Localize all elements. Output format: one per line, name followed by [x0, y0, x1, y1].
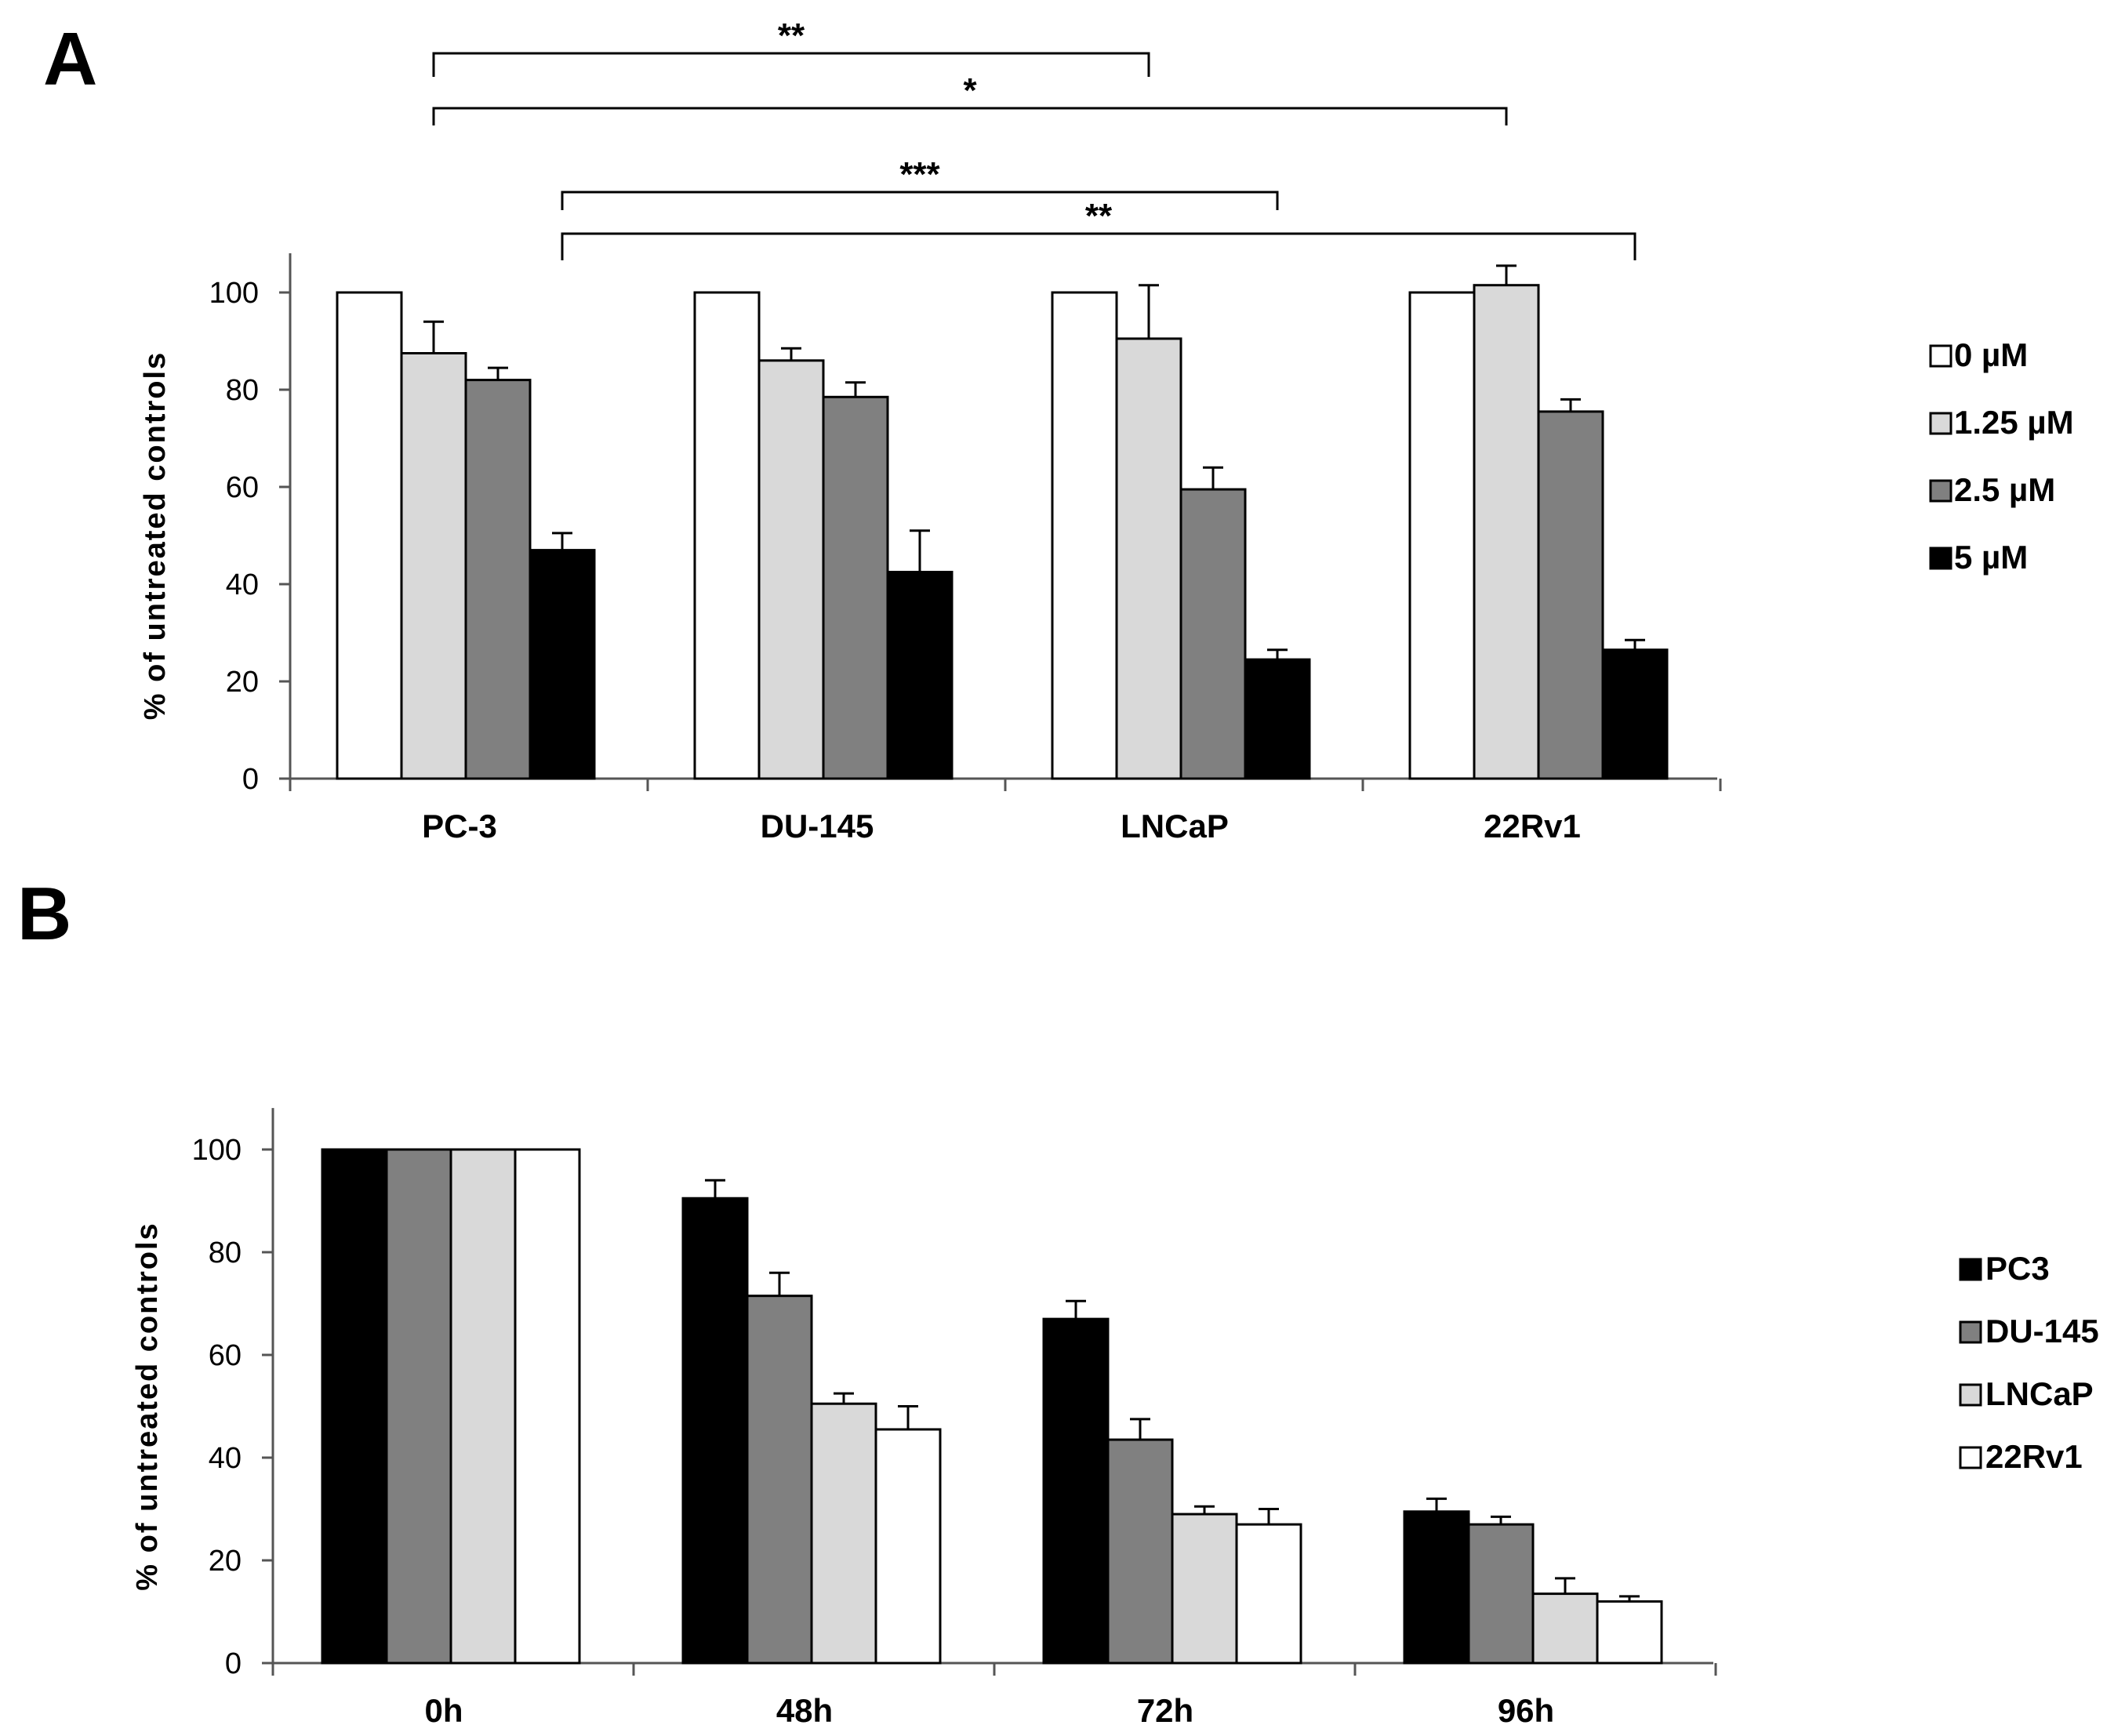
bar-22rv1-2-5-m — [1537, 410, 1604, 780]
legend-label-pc3: PC3 — [1985, 1250, 2050, 1287]
bar-96h-22rv1 — [1596, 1600, 1663, 1665]
legend-swatch-0-m — [1929, 344, 1952, 368]
panel-b-label: B — [17, 872, 71, 956]
bar-pc-3-2-5-m — [464, 379, 532, 780]
chart-a-error-bars — [423, 264, 1645, 660]
y-axis-title: % of untreated controls — [131, 1222, 164, 1590]
bar-0h-22rv1 — [514, 1148, 581, 1665]
category-label-du-145: DU-145 — [761, 808, 874, 844]
bar-pc-3-0-m — [336, 291, 403, 780]
legend-swatch-1-25-m — [1929, 412, 1952, 435]
bar-48h-22rv1 — [874, 1428, 942, 1665]
significance-label-1: ** — [778, 16, 805, 55]
y-tick-label: 80 — [209, 1237, 242, 1269]
chart-a-legend: 0 µM 1.25 µM 2.5 µM 5 µM — [1929, 336, 2074, 576]
y-tick-label: 20 — [209, 1545, 242, 1578]
y-tick-label: 100 — [209, 277, 259, 310]
bar-72h-du-145 — [1106, 1438, 1174, 1665]
y-tick-label: 40 — [226, 568, 259, 601]
legend-label-0-m: 0 µM — [1954, 336, 2028, 373]
legend-swatch-2-5-m — [1929, 479, 1952, 503]
bar-22rv1-5-m — [1601, 648, 1669, 780]
legend-swatch-22rv1 — [1959, 1446, 1982, 1469]
y-tick-label: 60 — [226, 471, 259, 504]
bar-lncap-5-m — [1244, 658, 1311, 780]
y-tick-label: 80 — [226, 374, 259, 407]
bar-96h-pc3 — [1403, 1510, 1470, 1665]
bar-0h-du-145 — [385, 1148, 452, 1665]
legend-label-1-25-m: 1.25 µM — [1954, 404, 2074, 441]
bar-22rv1-1-25-m — [1473, 284, 1540, 780]
bar-du-145-2-5-m — [822, 395, 889, 780]
bar-48h-pc3 — [681, 1197, 749, 1665]
significance-brackets: ******** — [432, 16, 1636, 260]
bar-72h-22rv1 — [1235, 1523, 1302, 1665]
significance-bracket-4 — [561, 232, 1636, 260]
category-label-72h: 72h — [1137, 1692, 1193, 1729]
legend-swatch-5-m — [1929, 547, 1952, 570]
bar-48h-du-145 — [746, 1295, 813, 1665]
legend-label-2-5-m: 2.5 µM — [1954, 471, 2055, 508]
chart-b-bars — [321, 1148, 1663, 1665]
bar-0h-pc3 — [321, 1148, 388, 1665]
legend-label-5-m: 5 µM — [1954, 539, 2028, 576]
bar-du-145-1-25-m — [757, 359, 825, 780]
chart-b-labels: 0h 48h 72h 96h % of untreated controls — [131, 1222, 1554, 1729]
chart-b-error-bars — [705, 1179, 1640, 1602]
category-label-96h: 96h — [1498, 1692, 1554, 1729]
y-tick-label: 100 — [192, 1134, 242, 1167]
legend-label-22rv1: 22Rv1 — [1985, 1438, 2083, 1475]
y-axis-title: % of untreated controls — [139, 351, 172, 720]
significance-label-4: ** — [1085, 197, 1113, 235]
y-tick-label: 40 — [209, 1442, 242, 1475]
bar-lncap-0-m — [1051, 291, 1118, 780]
legend-swatch-pc3 — [1959, 1258, 1982, 1281]
chart-b: 0 20 40 60 80 100 0h 48h 72h 96h % of untreated c… — [131, 1108, 2099, 1729]
bar-48h-lncap — [810, 1402, 877, 1665]
legend-label-lncap: LNCaP — [1985, 1375, 2094, 1412]
category-label-48h: 48h — [776, 1692, 833, 1729]
legend-label-du-145: DU-145 — [1985, 1313, 2099, 1349]
y-tick-label: 0 — [225, 1647, 242, 1680]
significance-bracket-2 — [432, 107, 1508, 125]
significance-label-2: * — [963, 71, 977, 110]
category-label-0h: 0h — [424, 1692, 463, 1729]
category-label-22rv1: 22Rv1 — [1484, 808, 1581, 844]
bar-du-145-5-m — [886, 571, 954, 780]
y-tick-label: 0 — [242, 763, 259, 796]
bar-96h-du-145 — [1467, 1523, 1535, 1665]
bar-pc-3-5-m — [529, 549, 596, 780]
legend-swatch-du-145 — [1959, 1320, 1982, 1344]
y-tick-label: 20 — [226, 666, 259, 699]
bar-72h-lncap — [1171, 1513, 1238, 1665]
significance-label-3: *** — [899, 155, 940, 194]
legend-swatch-lncap — [1959, 1383, 1982, 1407]
category-label-pc-3: PC-3 — [422, 808, 497, 844]
y-tick-label: 60 — [209, 1339, 242, 1372]
chart-a-bars — [336, 284, 1669, 780]
significance-bracket-1 — [432, 52, 1150, 77]
category-label-lncap: LNCaP — [1121, 808, 1229, 844]
bar-pc-3-1-25-m — [400, 352, 467, 780]
bar-lncap-2-5-m — [1179, 488, 1247, 780]
bar-22rv1-0-m — [1408, 291, 1476, 780]
bar-96h-lncap — [1531, 1593, 1599, 1665]
chart-b-legend: PC3 DU-145 LNCaP 22Rv1 — [1959, 1250, 2099, 1475]
bar-lncap-1-25-m — [1115, 337, 1182, 780]
panel-a-label: A — [43, 17, 97, 101]
bar-72h-pc3 — [1042, 1317, 1110, 1665]
chart-a-labels: PC-3 DU-145 LNCaP 22Rv1 % of untreated contr… — [139, 351, 1581, 844]
bar-0h-lncap — [449, 1148, 517, 1665]
bar-du-145-0-m — [693, 291, 761, 780]
significance-bracket-3 — [561, 191, 1279, 210]
